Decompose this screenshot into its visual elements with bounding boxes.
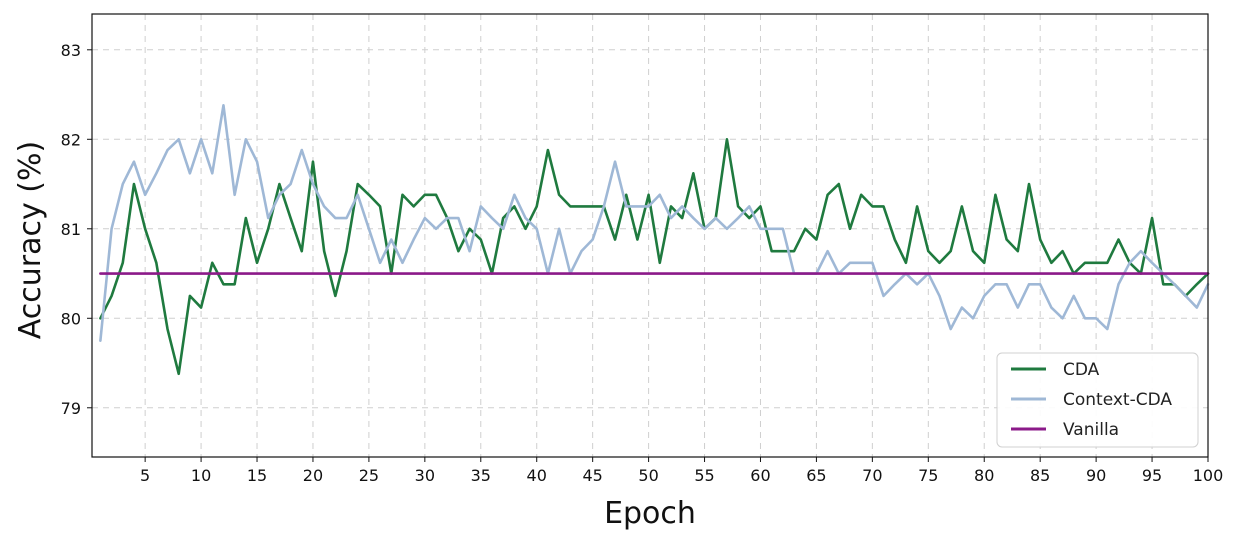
y-tick-label: 82 xyxy=(61,130,81,149)
x-tick-label: 35 xyxy=(471,466,491,485)
x-tick-label: 50 xyxy=(638,466,658,485)
x-tick-label: 55 xyxy=(694,466,714,485)
x-tick-label: 90 xyxy=(1086,466,1106,485)
x-tick-label: 80 xyxy=(974,466,994,485)
series-layer xyxy=(99,103,1210,376)
series-line-context-cda xyxy=(99,103,1210,342)
legend-label-context-cda: Context-CDA xyxy=(1063,390,1172,410)
x-tick-label: 25 xyxy=(359,466,379,485)
x-tick-label: 20 xyxy=(303,466,323,485)
axes-layer xyxy=(91,13,1209,458)
x-tick-label: 95 xyxy=(1142,466,1162,485)
legend-label-cda: CDA xyxy=(1063,360,1100,380)
x-tick-label: 85 xyxy=(1030,466,1050,485)
ticks-layer: 5 10 15 20 25 30 35 40 45 50 55 60 65 70 75 80 85 90 95 100… xyxy=(61,41,1224,485)
x-tick-label: 5 xyxy=(140,466,150,485)
y-tick-label: 80 xyxy=(61,309,81,328)
x-tick-label: 70 xyxy=(862,466,882,485)
y-axis-title: Accuracy (%) xyxy=(13,141,48,339)
legend-box xyxy=(996,352,1199,448)
x-tick-label: 45 xyxy=(582,466,602,485)
x-tick-label: 30 xyxy=(415,466,435,485)
legend-label-vanilla: Vanilla xyxy=(1063,420,1119,440)
y-tick-label: 81 xyxy=(61,220,81,239)
x-tick-label: 10 xyxy=(191,466,211,485)
legend: CDA Context-CDA Vanilla xyxy=(996,352,1199,448)
x-tick-label: 75 xyxy=(918,466,938,485)
series-line-cda xyxy=(99,137,1210,376)
x-axis-title: Epoch xyxy=(604,496,696,531)
plot-frame xyxy=(91,13,1209,458)
y-tick-label: 83 xyxy=(61,41,81,60)
x-tick-label: 60 xyxy=(750,466,770,485)
x-tick-label: 65 xyxy=(806,466,826,485)
x-tick-label: 15 xyxy=(247,466,267,485)
x-tick-label: 100 xyxy=(1193,466,1224,485)
x-tick-label: 40 xyxy=(527,466,547,485)
y-tick-label: 79 xyxy=(61,399,81,418)
